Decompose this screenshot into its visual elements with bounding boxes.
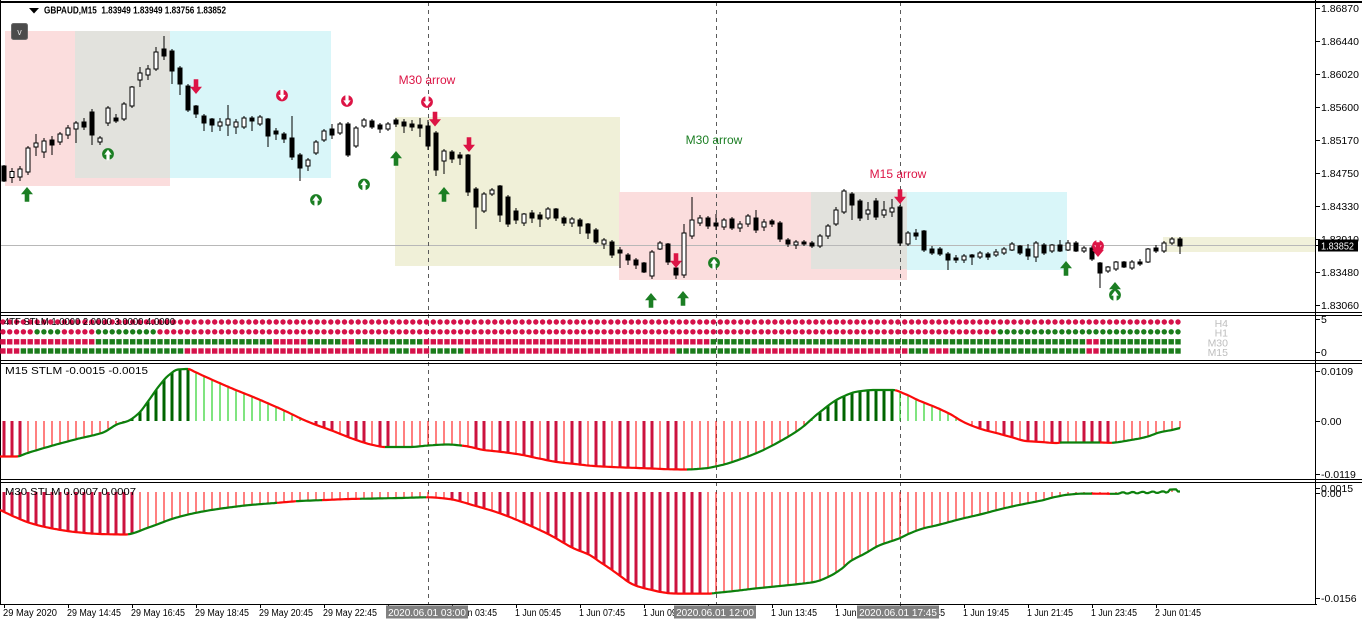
svg-text:M30 arrow: M30 arrow — [399, 73, 456, 87]
svg-text:M30: M30 — [1208, 338, 1229, 350]
svg-text:1.86870: 1.86870 — [1321, 3, 1359, 15]
svg-text:1.83060: 1.83060 — [1321, 300, 1359, 312]
svg-text:-0.0119: -0.0119 — [1321, 469, 1356, 481]
svg-text:5: 5 — [1321, 314, 1327, 326]
svg-text:1 Jun 03:45: 1 Jun 03:45 — [451, 608, 497, 619]
svg-text:M15: M15 — [1208, 347, 1229, 359]
svg-text:1 Jun 05:45: 1 Jun 05:45 — [515, 608, 561, 619]
svg-text:H1: H1 — [1215, 328, 1229, 340]
svg-text:29 May 20:45: 29 May 20:45 — [259, 608, 313, 619]
svg-text:29 May 16:45: 29 May 16:45 — [131, 608, 185, 619]
svg-text:0.00: 0.00 — [1321, 488, 1342, 500]
svg-text:1.86440: 1.86440 — [1321, 36, 1359, 48]
svg-text:GBPAUD,M15 1.83949 1.83949 1.: GBPAUD,M15 1.83949 1.83949 1.83756 1.838… — [44, 5, 226, 17]
svg-text:0.00: 0.00 — [1321, 416, 1342, 428]
svg-text:29 May 18:45: 29 May 18:45 — [195, 608, 249, 619]
svg-text:M30 STLM 0.0007 0.0007: M30 STLM 0.0007 0.0007 — [5, 487, 136, 498]
svg-text:v: v — [17, 27, 22, 37]
svg-text:2020.06.01 17:45: 2020.06.01 17:45 — [859, 608, 937, 619]
svg-text:-0.0156: -0.0156 — [1321, 593, 1357, 605]
svg-text:2 Jun 01:45: 2 Jun 01:45 — [1155, 608, 1201, 619]
svg-text:1 Jun 21:45: 1 Jun 21:45 — [1027, 608, 1073, 619]
svg-text:1 Jun 23:45: 1 Jun 23:45 — [1091, 608, 1137, 619]
svg-text:M15 STLM -0.0015 -0.0015: M15 STLM -0.0015 -0.0015 — [5, 366, 149, 377]
svg-text:2020.06.01 12:00: 2020.06.01 12:00 — [676, 608, 754, 619]
svg-text:1.85600: 1.85600 — [1321, 102, 1359, 114]
svg-text:1.83480: 1.83480 — [1321, 267, 1359, 279]
svg-text:0.0015: 0.0015 — [1321, 483, 1353, 495]
svg-text:1.84330: 1.84330 — [1321, 201, 1359, 213]
svg-text:1.86020: 1.86020 — [1321, 69, 1359, 81]
svg-text:M15 arrow: M15 arrow — [870, 167, 927, 181]
svg-text:M30 arrow: M30 arrow — [686, 133, 743, 147]
svg-text:0.0109: 0.0109 — [1321, 366, 1353, 378]
svg-text:1 Jun 13:45: 1 Jun 13:45 — [771, 608, 817, 619]
svg-text:29 May 22:45: 29 May 22:45 — [323, 608, 377, 619]
svg-text:1.85170: 1.85170 — [1321, 135, 1359, 147]
svg-text:4TF STLM 1.0000 2.0000 3.0000: 4TF STLM 1.0000 2.0000 3.0000 4.0000 — [4, 317, 175, 328]
svg-text:29 May 14:45: 29 May 14:45 — [67, 608, 121, 619]
svg-text:1 Jun 19:45: 1 Jun 19:45 — [963, 608, 1009, 619]
svg-text:0: 0 — [1321, 347, 1327, 359]
svg-text:1.84750: 1.84750 — [1321, 168, 1359, 180]
svg-text:H4: H4 — [1215, 318, 1229, 330]
svg-text:1 Jun 07:45: 1 Jun 07:45 — [579, 608, 625, 619]
svg-text:29 May 2020: 29 May 2020 — [3, 608, 57, 619]
svg-text:1 Jun 09:45: 1 Jun 09:45 — [643, 608, 689, 619]
svg-text:1.83852: 1.83852 — [1321, 241, 1354, 253]
svg-text:2020.06.01 03:00: 2020.06.01 03:00 — [388, 608, 466, 619]
